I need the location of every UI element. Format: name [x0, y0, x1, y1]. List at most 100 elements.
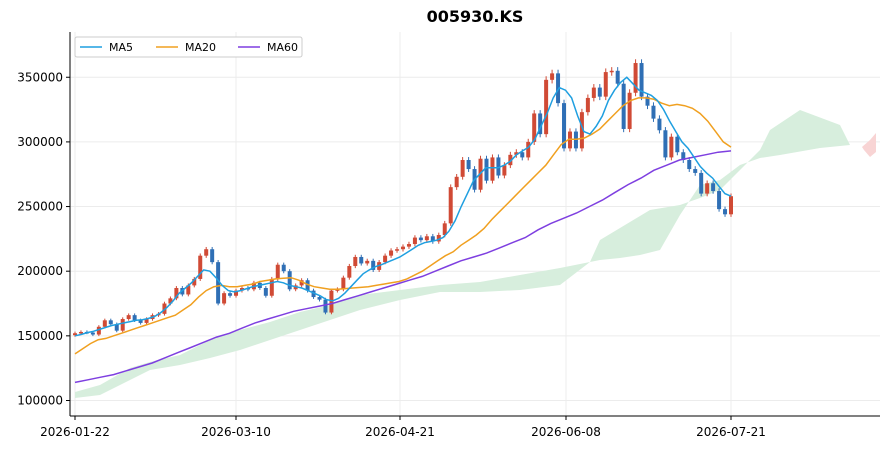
candle-down	[711, 183, 716, 192]
candle-up	[609, 70, 614, 73]
gridlines	[70, 32, 880, 416]
candle-down	[228, 293, 233, 296]
candle-up	[389, 250, 394, 256]
candle-down	[615, 70, 620, 84]
candle-down	[108, 320, 113, 325]
candle-up	[633, 63, 638, 93]
candle-down	[90, 332, 95, 335]
candle-up	[514, 152, 519, 155]
candle-up	[353, 256, 358, 267]
candle-up	[144, 319, 149, 323]
legend-label: MA60	[267, 41, 298, 54]
candle-down	[657, 118, 662, 131]
candle-up	[729, 196, 733, 215]
candle-down	[693, 169, 698, 173]
y-tick-label: 200000	[17, 264, 63, 278]
candle-down	[317, 297, 322, 300]
candle-up	[383, 255, 388, 263]
candle-up	[78, 331, 83, 334]
candle-down	[216, 262, 221, 304]
candle-down	[520, 152, 525, 158]
y-tick-label: 300000	[17, 135, 63, 149]
candle-up	[96, 326, 101, 335]
candle-up	[102, 320, 107, 327]
candle-down	[717, 191, 722, 210]
candle-up	[198, 255, 203, 279]
candle-up	[192, 278, 197, 286]
candle-up	[120, 319, 125, 331]
candle-down	[681, 152, 686, 160]
candle-down	[466, 160, 471, 170]
moving-average-lines	[74, 76, 732, 384]
candle-down	[311, 290, 316, 298]
candle-up	[406, 244, 411, 247]
candle-down	[138, 320, 143, 323]
candle-down	[484, 158, 489, 181]
candles	[73, 59, 733, 337]
candle-up	[412, 237, 417, 245]
candle-up	[299, 280, 304, 286]
candle-up	[585, 97, 590, 113]
candle-up	[234, 290, 239, 296]
candle-up	[168, 298, 173, 304]
axes: 100000 150000 200000 250000 300000 350000 2026…	[17, 32, 880, 439]
candle-up	[460, 160, 465, 177]
candle-up	[669, 136, 674, 158]
candle-up	[329, 290, 334, 313]
candle-up	[204, 249, 209, 256]
y-tick-label: 350000	[17, 70, 63, 84]
candle-up	[174, 288, 179, 299]
candle-down	[621, 83, 626, 129]
candle-up	[627, 92, 632, 129]
ma20-line	[74, 97, 732, 355]
candle-up	[73, 333, 77, 336]
candle-down	[323, 299, 328, 313]
candle-up	[603, 72, 608, 97]
candle-down	[210, 249, 215, 263]
candle-up	[550, 73, 555, 80]
candle-down	[639, 63, 644, 97]
candle-up	[544, 79, 549, 135]
candle-up	[186, 285, 191, 295]
y-tick-label: 150000	[17, 329, 63, 343]
candle-up	[269, 278, 274, 296]
legend-label: MA20	[185, 41, 216, 54]
candle-up	[401, 246, 405, 250]
candle-up	[395, 249, 400, 251]
legend: MA5 MA20 MA60	[74, 36, 303, 58]
candle-up	[502, 165, 507, 176]
candle-down	[359, 256, 364, 264]
candle-up	[347, 266, 352, 278]
x-tick-label: 2026-01-22	[40, 425, 110, 439]
candle-down	[562, 103, 567, 149]
candle-down	[675, 136, 680, 153]
candle-down	[645, 96, 650, 106]
x-tick-label: 2026-04-21	[365, 425, 435, 439]
y-tick-label: 250000	[17, 200, 63, 214]
candle-up	[591, 87, 596, 98]
candle-down	[538, 113, 543, 135]
candle-up	[532, 113, 537, 142]
candle-up	[239, 288, 244, 291]
legend-label: MA5	[109, 41, 133, 54]
ma5-line	[74, 76, 732, 337]
candle-down	[418, 237, 423, 241]
legend-box	[74, 36, 303, 58]
candle-up	[454, 176, 459, 188]
candle-down	[287, 271, 292, 290]
x-tick-label: 2026-03-10	[201, 425, 271, 439]
candle-up	[448, 187, 453, 224]
candle-up	[436, 234, 441, 242]
candle-down	[430, 236, 435, 242]
candle-down	[699, 172, 704, 194]
cloud-bearish	[862, 133, 876, 157]
x-tick-label: 2026-06-08	[531, 425, 601, 439]
y-tick-label: 100000	[17, 393, 63, 407]
candle-up	[490, 157, 495, 181]
candle-up	[705, 183, 710, 194]
candle-down	[663, 130, 668, 158]
candle-up	[126, 315, 131, 320]
chart-title: 005930.KS	[427, 7, 524, 26]
